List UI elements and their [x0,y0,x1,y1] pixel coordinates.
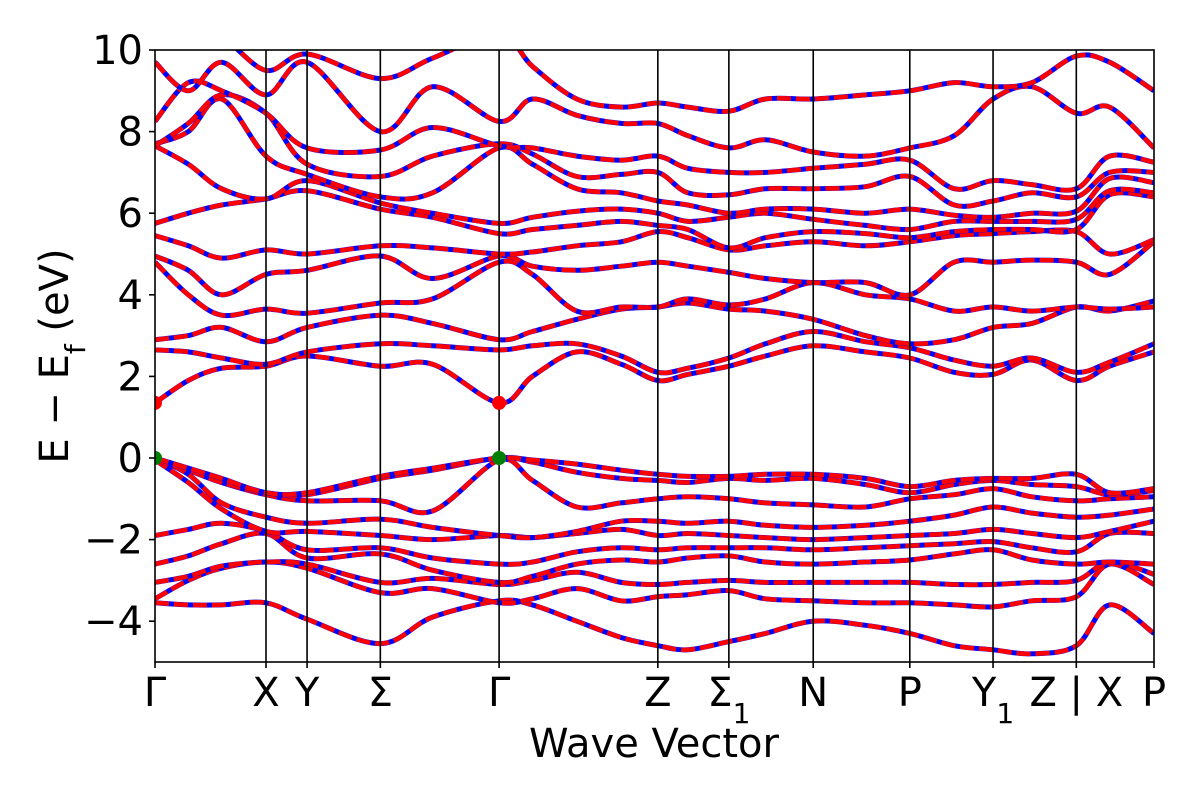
y-tick-label-0: 10 [92,28,143,74]
y-axis-label: E − Ef (eV) [32,248,92,463]
band-13-dft [155,258,1154,318]
band-21-dft [155,59,1154,159]
band-edge-marker-1 [155,451,162,465]
y-axis-label-tail: (eV) [32,248,78,344]
band-12-dft [155,298,1154,347]
x-axis-label: Wave Vector [529,721,780,767]
band-22-wannier [234,50,1154,114]
band-19-dft [155,92,1154,209]
band-9-dft [155,455,1154,497]
band-22-dft [234,50,1154,114]
band-0-dft [155,597,1154,657]
x-axis-ticks: Γ X Y Σ Γ Z Σ1 N P Y1 Z | X P [144,662,1166,730]
y-axis-label-sub: f [59,343,92,354]
x-tick-label-0: Γ [144,670,167,716]
band-edge-marker-2 [492,395,507,410]
x-tick-label-6: Σ1 [707,670,750,730]
band-15-dft [155,227,1154,261]
band-17-dft [155,143,1154,232]
band-7-dft [155,455,1154,515]
markers-layer [155,395,507,465]
y-axis-label-main: E − E [32,354,78,464]
y-tick-label-1: 8 [118,110,143,156]
kpoint-lines [265,50,1078,662]
y-tick-label-6: −2 [84,518,143,564]
band-14-wannier [155,239,1154,298]
x-tick-label-2: Y [294,670,320,716]
x-tick-label-5: Z [644,670,671,716]
band-5-dft [155,458,1154,542]
x-tick-label-11: P [1142,670,1166,716]
band-3-dft [155,530,1154,585]
plot-frame [154,49,1155,663]
band-16-dft [155,188,1154,251]
band-1-dft [155,559,1154,610]
bands-layer [155,50,1154,657]
y-tick-label-2: 6 [118,191,143,237]
y-axis-ticks: 10 8 6 4 2 0 −2 −4 [84,28,155,645]
x-tick-label-8: P [898,670,922,716]
band-6-dft [155,455,1154,541]
band-2-dft [155,559,1154,587]
x-tick-label-3: Σ [368,670,393,716]
x-tick-label-4: Γ [488,670,511,716]
band-11-dft [155,329,1154,376]
band-edge-marker-3 [492,451,507,465]
y-tick-label-3: 4 [118,273,143,319]
band-edge-marker-0 [155,395,162,410]
y-tick-label-7: −4 [84,599,143,645]
y-tick-label-4: 2 [118,354,143,400]
x-tick-label-10: Z | X [1029,670,1123,716]
band-4-dft [155,521,1154,567]
x-tick-label-7: N [798,670,828,716]
y-tick-label-5: 0 [118,436,143,482]
band-14-dft [155,239,1154,298]
band-21-wannier [155,59,1154,159]
x-tick-label-9: Y1 [971,670,1014,730]
band-7-wannier [155,455,1154,516]
band-10-dft [155,343,1154,406]
band-20-dft [155,78,1154,193]
x-tick-label-1: X [252,670,279,716]
